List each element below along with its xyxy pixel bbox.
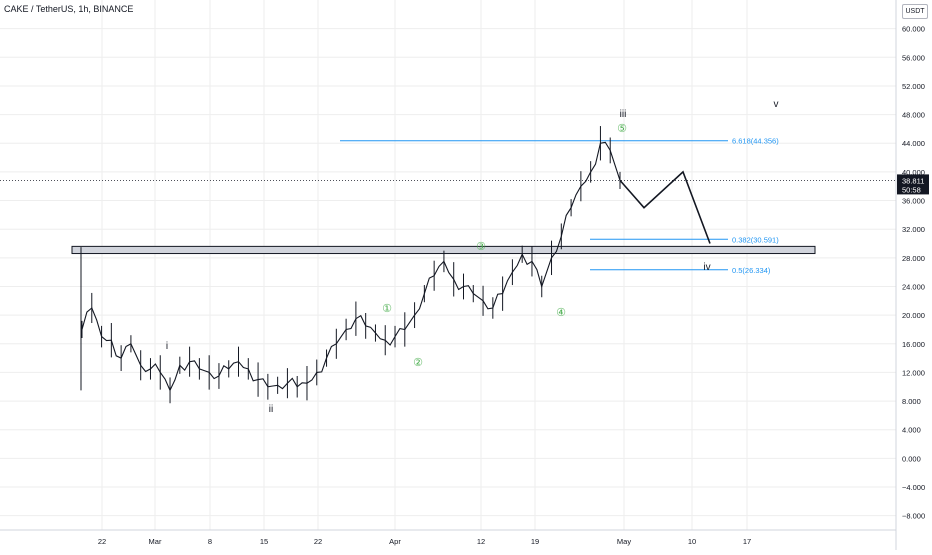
last-price-badge [897,174,929,195]
y-tick-label: 48.000 [902,111,925,120]
y-tick-label: 60.000 [902,25,925,34]
elliott-projection-path [619,170,711,244]
y-tick-label: −4.000 [902,483,925,492]
y-tick-label: −8.000 [902,512,925,521]
y-tick-label: 28.000 [902,254,925,263]
wave-label: ③ [476,241,486,253]
y-tick-label: 44.000 [902,139,925,148]
x-tick-label: 22 [314,537,322,546]
y-tick-label: 40.000 [902,168,925,177]
wave-label: iv [703,262,710,273]
y-tick-label: 16.000 [902,340,925,349]
x-tick-label: Apr [389,537,401,546]
y-tick-label: 0.000 [902,454,921,463]
y-tick-label: 4.000 [902,426,921,435]
wave-label: ii [269,404,273,415]
y-tick-label: 8.000 [902,397,921,406]
wave-label: ① [382,303,392,315]
x-tick-label: 17 [743,537,751,546]
fib-level-label: 6.618(44.356) [732,137,779,146]
x-tick-label: 10 [688,537,696,546]
x-tick-label: 19 [531,537,539,546]
x-tick-label: Mar [149,537,162,546]
y-tick-label: 20.000 [902,311,925,320]
wave-label: i [166,341,168,352]
x-tick-label: 22 [98,537,106,546]
fib-level-label: 0.382(30.591) [732,235,779,244]
wave-label: ④ [556,307,566,319]
wave-label: v [774,99,779,110]
x-tick-label: May [617,537,631,546]
currency-selector[interactable]: USDT [902,4,928,19]
x-tick-label: 8 [208,537,212,546]
x-tick-label: 12 [477,537,485,546]
y-tick-label: 52.000 [902,82,925,91]
last-price-value: 38.811 [902,176,924,185]
wave-label: iii [620,109,627,120]
wave-label: ⑤ [617,123,627,135]
y-tick-label: 32.000 [902,225,925,234]
price-line [81,141,621,392]
fib-level-label: 0.5(26.334) [732,266,771,275]
y-tick-label: 56.000 [902,53,925,62]
y-tick-label: 12.000 [902,368,925,377]
wave-label: ② [413,357,423,369]
chart-title: CAKE / TetherUS, 1h, BINANCE [4,4,134,14]
y-tick-label: 36.000 [902,197,925,206]
y-tick-label: 24.000 [902,282,925,291]
countdown-timer: 50:58 [902,185,921,194]
x-tick-label: 15 [260,537,268,546]
